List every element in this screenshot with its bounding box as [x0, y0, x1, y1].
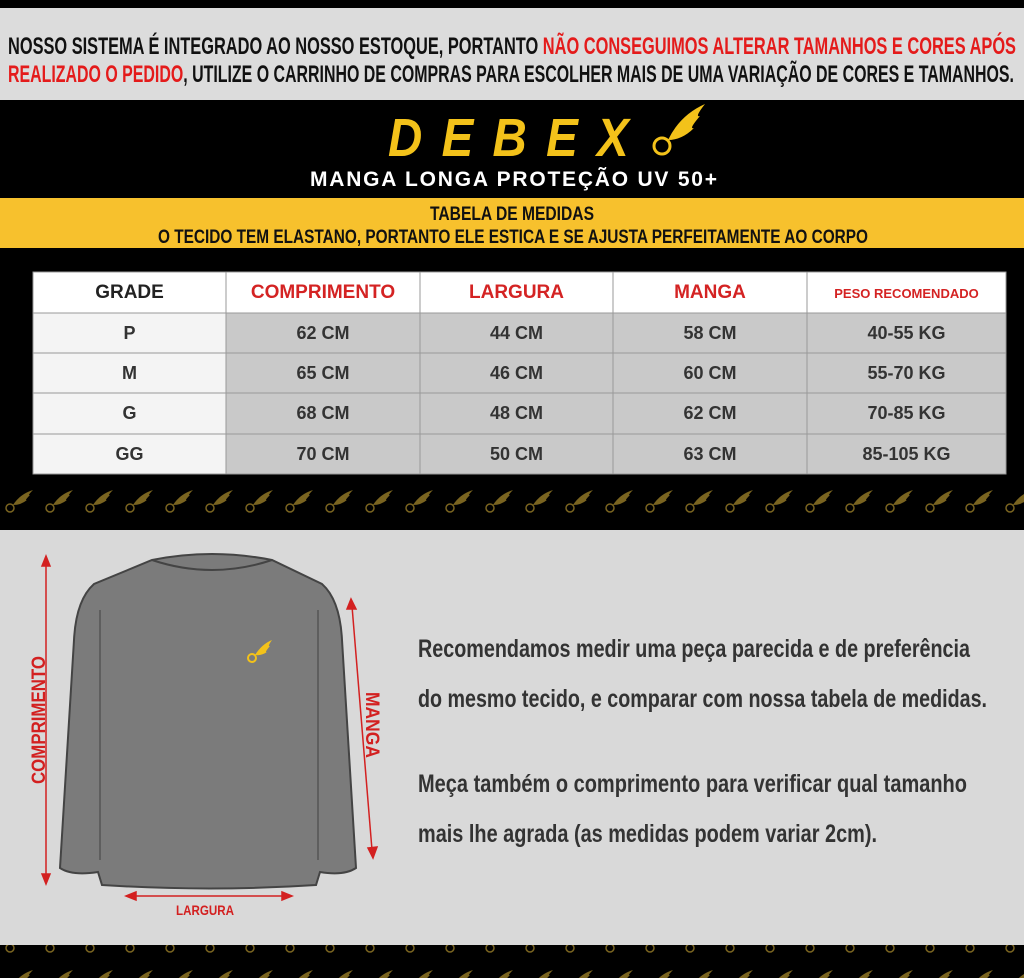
table-cell [32, 352, 227, 394]
measure-value: 60 CM [683, 363, 736, 383]
banner-note: O TECIDO TEM ELASTANO, PORTANTO ELE ESTI… [158, 227, 868, 248]
wing-pattern [0, 945, 1024, 978]
header-cell [32, 271, 227, 314]
column-header: COMPRIMENTO [251, 282, 395, 303]
notice-segment: REALIZADO O PEDIDO [8, 61, 183, 88]
table-cell [806, 352, 1007, 394]
measure-value: 70 CM [296, 444, 349, 464]
measure-value: 62 CM [296, 323, 349, 343]
measure-value: 48 CM [490, 403, 543, 423]
table-cell [225, 392, 421, 435]
notice-line: REALIZADO O PEDIDO, UTILIZE O CARRINHO D… [8, 60, 1014, 88]
size-label: P [123, 323, 135, 343]
table-cell [612, 312, 808, 354]
header-cell [419, 271, 614, 314]
header-cell [806, 271, 1007, 314]
instruction-line: Recomendamos medir uma peça parecida e d… [418, 635, 971, 663]
table-cell [419, 433, 614, 475]
header-cell [612, 271, 808, 314]
shirt-collar [151, 559, 273, 571]
shirt [58, 553, 358, 890]
brand-logo: DEBEX [388, 108, 648, 168]
notice-band [0, 8, 1024, 100]
measure-value: 50 CM [490, 444, 543, 464]
length-label: COMPRIMENTO [29, 656, 50, 784]
table-cell [419, 392, 614, 435]
table-cell [225, 433, 421, 475]
size-label: G [122, 403, 136, 423]
size-label: GG [115, 444, 143, 464]
measure-value: 68 CM [296, 403, 349, 423]
size-table: GRADE COMPRIMENTO LARGURA MANGA PESO RECOMEN… [32, 271, 1007, 475]
table-cell [612, 352, 808, 394]
width-label: LARGURA [176, 902, 234, 918]
table-cell [612, 433, 808, 475]
measure-value: 65 CM [296, 363, 349, 383]
instruction-line: Meça também o comprimento para verificar… [418, 770, 967, 798]
yellow-banner [0, 198, 1024, 248]
measure-value: 58 CM [683, 323, 736, 343]
table-cell [32, 312, 227, 354]
measure-value: 55-70 KG [867, 363, 945, 383]
wing-pattern [0, 484, 1024, 524]
sleeve-label: MANGA [361, 692, 382, 758]
table-cell [419, 352, 614, 394]
measure-value: 70-85 KG [867, 403, 945, 423]
instruction-line: do mesmo tecido, e comparar com nossa ta… [418, 685, 987, 713]
measure-arrows [40, 553, 379, 902]
column-header: GRADE [95, 282, 164, 303]
brand-wing [652, 104, 705, 156]
notice-segment: , UTILIZE O CARRINHO DE COMPRAS PARA ESC… [183, 60, 1014, 88]
shirt-seam [99, 610, 319, 860]
measure-value: 62 CM [683, 403, 736, 423]
table-cell [419, 312, 614, 354]
instruction-line: mais lhe agrada (as medidas podem variar… [418, 820, 877, 848]
measure-value: 40-55 KG [867, 323, 945, 343]
table-cell [806, 392, 1007, 435]
table-cell [806, 433, 1007, 475]
column-header: PESO RECOMENDADO [834, 286, 978, 301]
measure-value: 63 CM [683, 444, 736, 464]
notice-line: NOSSO SISTEMA É INTEGRADO AO NOSSO ESTOQ… [8, 32, 1016, 60]
banner-title: TABELA DE MEDIDAS [430, 204, 594, 225]
measure-value: 85-105 KG [862, 444, 950, 464]
size-label: M [122, 363, 137, 383]
measure-value: 44 CM [490, 323, 543, 343]
table-cell [225, 352, 421, 394]
shirt-logo [247, 640, 272, 663]
table-cell [612, 392, 808, 435]
notice-segment: NOSSO SISTEMA É INTEGRADO AO NOSSO ESTOQ… [8, 32, 543, 60]
table-cell [225, 312, 421, 354]
notice-segment: NÃO CONSEGUIMOS ALTERAR TAMANHOS E CORES… [543, 32, 1016, 60]
column-header: MANGA [674, 282, 746, 303]
column-header: LARGURA [469, 282, 564, 303]
measure-value: 46 CM [490, 363, 543, 383]
subtitle: MANGA LONGA PROTEÇÃO UV 50+ [310, 168, 717, 191]
table-cell [806, 312, 1007, 354]
